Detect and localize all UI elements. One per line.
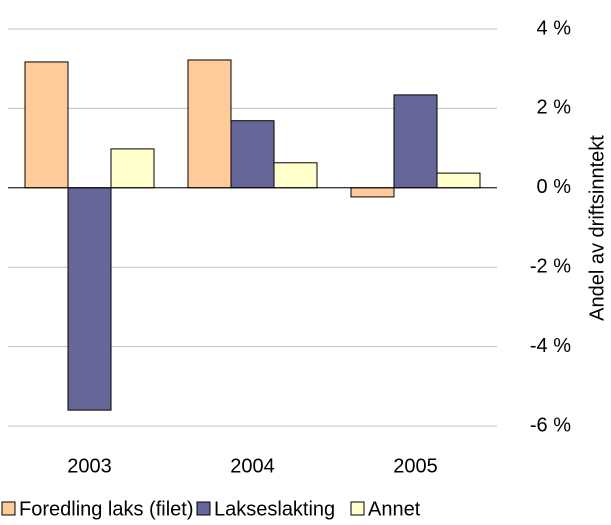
x-tick-label: 2004 <box>230 455 275 477</box>
bar <box>24 61 69 189</box>
y-tick-label: 2 % <box>537 97 572 119</box>
bar <box>110 148 155 189</box>
y-axis-title: Andel av driftsinntekt <box>586 135 608 321</box>
y-tick-label: 4 % <box>537 17 572 39</box>
bar <box>393 94 438 189</box>
x-tick-label: 2005 <box>393 455 438 477</box>
bar <box>350 187 395 198</box>
bar <box>67 187 112 411</box>
legend-label: Foredling laks (filet) <box>19 498 194 520</box>
bar <box>273 162 318 189</box>
legend-swatch <box>1 501 16 516</box>
y-tick-label: -2 % <box>530 255 571 277</box>
bar <box>436 172 481 189</box>
y-tick-label: 0 % <box>537 176 572 198</box>
legend-swatch <box>196 501 211 516</box>
bar <box>230 120 275 189</box>
y-tick-label: -4 % <box>530 335 571 357</box>
y-tick-label: -6 % <box>530 414 571 436</box>
x-tick-label: 2003 <box>67 455 112 477</box>
legend-label: Lakseslakting <box>214 498 335 520</box>
bar <box>187 59 232 189</box>
legend-swatch <box>350 501 365 516</box>
legend-label: Annet <box>368 498 421 520</box>
